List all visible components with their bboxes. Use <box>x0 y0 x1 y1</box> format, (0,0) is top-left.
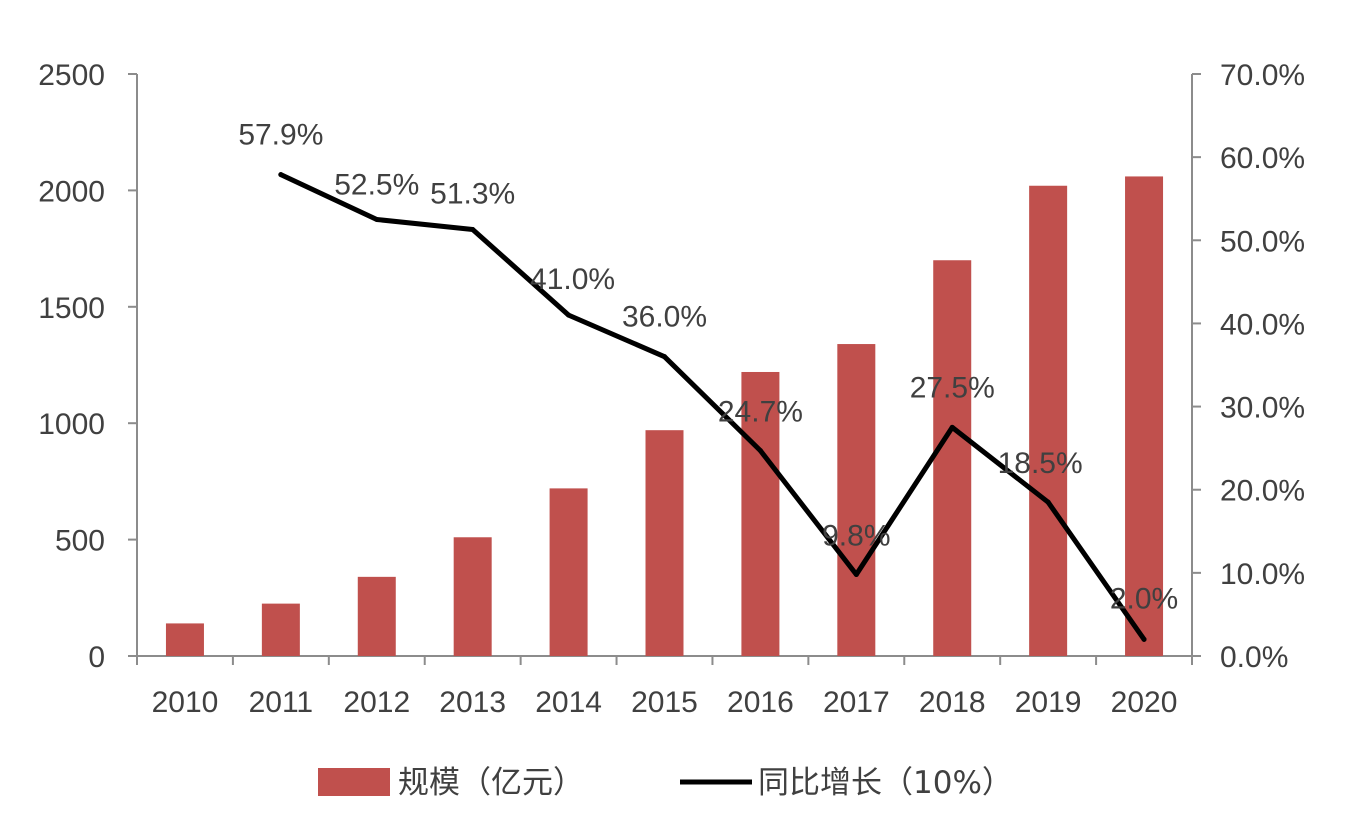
growth-data-label: 18.5% <box>998 447 1083 480</box>
growth-line-layer <box>278 172 1147 642</box>
growth-data-label: 41.0% <box>530 263 615 296</box>
bar <box>1125 176 1164 656</box>
y-right-tick-label: 70.0% <box>1220 59 1305 92</box>
growth-point <box>1141 636 1147 642</box>
growth-point <box>1045 499 1051 505</box>
legend-label-bar: 规模（亿元） <box>398 765 584 801</box>
growth-data-label: 27.5% <box>910 371 995 404</box>
bars <box>165 176 1164 656</box>
bar <box>741 371 780 656</box>
y-right-tick-label: 30.0% <box>1220 392 1305 425</box>
x-tick-label: 2010 <box>152 686 219 719</box>
y-left-tick-label: 0 <box>88 641 105 674</box>
data-labels: 57.9% 52.5% 51.3% 41.0%36.0% 24.7% 9.8% 27.5% 1… <box>238 119 1178 616</box>
bar <box>453 537 492 656</box>
y-left-tick-label: 500 <box>55 525 105 558</box>
x-tick-label: 2016 <box>727 686 794 719</box>
bar <box>645 430 684 656</box>
growth-point <box>278 172 284 178</box>
legend: 规模（亿元） 同比增长（10%） <box>318 765 1013 801</box>
bar <box>165 623 204 656</box>
growth-point <box>662 354 667 360</box>
growth-point <box>566 312 572 318</box>
y-left-tick-label: 2500 <box>38 59 105 92</box>
x-tick-label: 2017 <box>823 686 890 719</box>
growth-point <box>470 226 476 232</box>
bar <box>357 576 396 656</box>
growth-point <box>853 572 859 578</box>
axes: 0 500 1000 1500 2000 2500 0.0% 10.0% 20.0% 30.0% 4… <box>38 59 1305 719</box>
growth-data-label: 2.0% <box>1110 582 1178 615</box>
growth-data-label: 52.5% <box>334 169 419 202</box>
y-left-tick-label: 1000 <box>38 408 105 441</box>
growth-data-label: 24.7% <box>718 396 803 429</box>
x-tick-label: 2018 <box>919 686 986 719</box>
x-tick-label: 2020 <box>1111 686 1178 719</box>
y-left-tick-label: 1500 <box>38 292 105 325</box>
bar <box>261 603 300 656</box>
growth-data-label: 51.3% <box>430 177 515 210</box>
y-right-tick-label: 20.0% <box>1220 475 1305 508</box>
x-tick-label: 2011 <box>249 686 314 719</box>
y-right-tick-label: 50.0% <box>1220 225 1305 258</box>
bar <box>1029 185 1068 656</box>
bar <box>933 260 972 656</box>
growth-point <box>757 448 763 454</box>
growth-data-label: 36.0% <box>622 301 707 334</box>
growth-line <box>278 172 1147 642</box>
x-tick-label: 2019 <box>1015 686 1082 719</box>
bar <box>549 488 588 656</box>
x-tick-label: 2015 <box>631 686 698 719</box>
legend-swatch-bar <box>318 768 390 796</box>
x-tick-label: 2014 <box>535 686 602 719</box>
legend-label-line: 同比增长（10%） <box>758 765 1013 801</box>
growth-data-label: 57.9% <box>238 119 323 152</box>
y-left-tick-label: 2000 <box>38 175 105 208</box>
y-right-tick-label: 10.0% <box>1220 558 1305 591</box>
growth-point <box>374 217 380 222</box>
y-right-tick-label: 0.0% <box>1220 641 1288 674</box>
growth-data-label: 9.8% <box>822 520 890 553</box>
bar <box>837 344 876 656</box>
x-tick-label: 2012 <box>343 686 410 719</box>
x-tick-label: 2013 <box>439 686 506 719</box>
y-right-tick-label: 40.0% <box>1220 308 1305 341</box>
growth-point <box>949 424 955 430</box>
y-right-tick-label: 60.0% <box>1220 142 1305 175</box>
